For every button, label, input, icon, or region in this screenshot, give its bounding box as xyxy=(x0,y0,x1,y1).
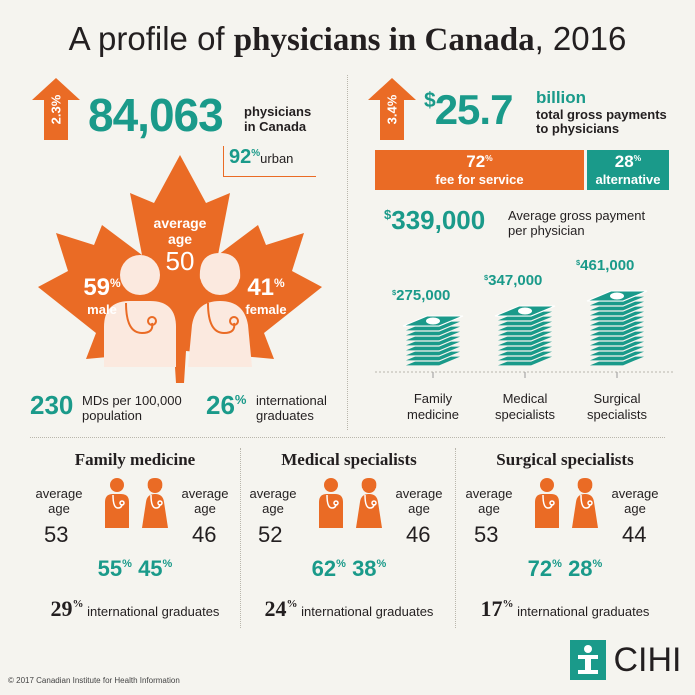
cihi-logo-text: CIHI xyxy=(613,640,682,679)
money-stack-surgical xyxy=(586,290,648,367)
total-payment-label: total gross payments to physicians xyxy=(536,107,667,136)
female-figure-icon xyxy=(142,478,168,528)
cihi-logo: CIHI xyxy=(570,640,681,680)
growth-text: 2.3% xyxy=(48,94,64,125)
intl-all-label: international graduates xyxy=(256,393,327,423)
billing-amount-family: $275,000 xyxy=(392,287,451,304)
avg-payment-amount: $339,000 xyxy=(384,205,486,235)
section-surgical-specialists: Surgical specialists average age 53 avera… xyxy=(460,450,670,630)
cihi-logo-icon xyxy=(570,640,606,680)
female-age-value: 46 xyxy=(406,522,431,547)
urban-stat: 92%urban xyxy=(229,146,294,168)
billing-amount-medical: $347,000 xyxy=(484,272,543,289)
growth-arrow: 2.3% xyxy=(32,78,80,140)
billing-label-family: Family medicine xyxy=(406,391,460,422)
male-age-value: 52 xyxy=(258,522,283,547)
fee-for-service-bar: 72% fee for service xyxy=(375,150,584,190)
male-age-label: average age xyxy=(35,486,83,516)
section-intl-graduates: 29% international graduates xyxy=(50,596,220,621)
male-age-value: 53 xyxy=(44,522,69,547)
divider-bottom-2 xyxy=(455,448,456,628)
female-age-value: 44 xyxy=(622,522,647,547)
billing-label-surgical: Surgical specialists xyxy=(587,391,647,422)
section-medical-specialists: Medical specialists average age 52 averag… xyxy=(244,450,454,630)
section-intl-graduates: 17% international graduates xyxy=(480,596,650,621)
alternative-bar: 28% alternative xyxy=(587,150,669,190)
density-value: 230 xyxy=(30,390,74,420)
male-figure xyxy=(316,478,346,535)
male-age-label: average age xyxy=(465,486,513,516)
female-figure xyxy=(354,478,384,535)
gender-percentages: 55% 45% xyxy=(97,556,173,581)
female-age-value: 46 xyxy=(192,522,217,547)
divider-horizontal xyxy=(30,437,665,438)
section-title: Medical specialists xyxy=(281,450,417,469)
male-age-value: 53 xyxy=(474,522,499,547)
average-age-label: average age xyxy=(153,215,207,247)
male-figure-icon xyxy=(105,478,129,528)
average-age-value: 50 xyxy=(165,246,195,276)
divider-bottom-1 xyxy=(240,448,241,628)
payment-growth-text: 3.4% xyxy=(384,94,400,125)
money-stack-family xyxy=(402,315,464,367)
money-stacks xyxy=(375,290,675,378)
billing-label-medical: Medical specialists xyxy=(495,391,555,422)
male-age-label: average age xyxy=(249,486,297,516)
dollar-coin-icon xyxy=(426,317,440,325)
intl-all-percent: 26% xyxy=(206,390,247,420)
male-figure-icon xyxy=(319,478,343,528)
female-figure-icon xyxy=(572,478,598,528)
male-figure xyxy=(532,478,562,535)
dollar-coin-icon xyxy=(518,307,532,315)
money-stack-medical xyxy=(494,305,556,367)
female-percent: 41% female xyxy=(245,274,287,317)
section-title: Family medicine xyxy=(74,450,196,469)
female-figure xyxy=(570,478,600,535)
male-percent: 59% male xyxy=(83,274,121,317)
avg-payment-label: Average gross payment per physician xyxy=(508,208,646,238)
page-title: A profile of physicians in Canada, 2016 xyxy=(68,20,627,58)
section-family-medicine: Family medicine average age 53 average age… xyxy=(30,450,240,630)
section-intl-graduates: 24% international graduates xyxy=(264,596,434,621)
male-figure xyxy=(102,478,132,535)
maple-leaf-graphic xyxy=(30,155,330,385)
section-title: Surgical specialists xyxy=(496,450,634,469)
female-figure-icon xyxy=(356,478,382,528)
density-label: MDs per 100,000 population xyxy=(82,393,182,423)
physician-count: 84,063 xyxy=(88,89,224,141)
female-age-label: average age xyxy=(181,486,229,516)
dollar-coin-icon xyxy=(610,292,624,300)
urban-box xyxy=(223,146,316,177)
female-age-label: average age xyxy=(611,486,659,516)
gender-percentages: 72% 28% xyxy=(527,556,603,581)
physician-count-label: physicians in Canada xyxy=(244,104,312,134)
male-figure-icon xyxy=(535,478,559,528)
gender-percentages: 62% 38% xyxy=(311,556,387,581)
total-payment-amount: $25.7 xyxy=(424,86,513,133)
divider-vertical-top xyxy=(347,75,348,430)
copyright: © 2017 Canadian Institute for Health Inf… xyxy=(8,676,180,685)
billing-amount-surgical: $461,000 xyxy=(576,257,635,274)
payment-growth-arrow: 3.4% xyxy=(368,78,416,140)
female-figure xyxy=(140,478,170,535)
total-payment-unit: billion xyxy=(536,88,587,107)
female-age-label: average age xyxy=(395,486,443,516)
